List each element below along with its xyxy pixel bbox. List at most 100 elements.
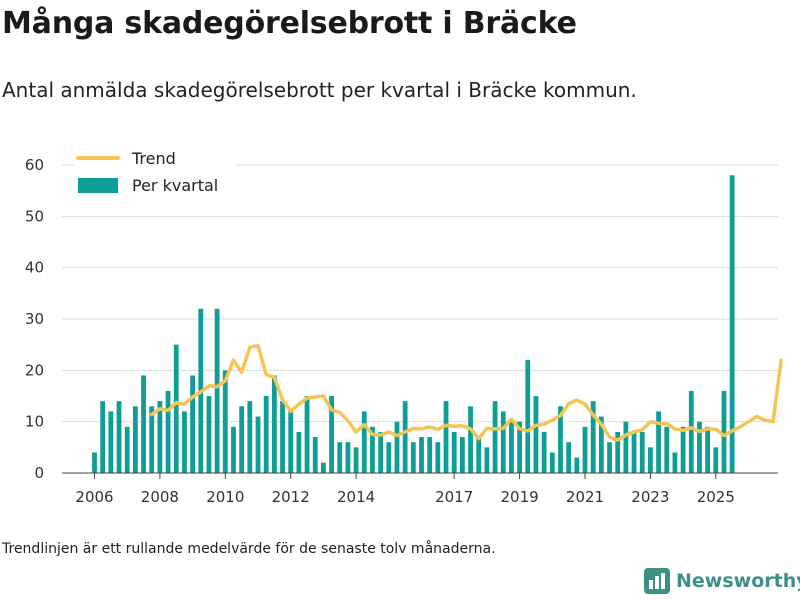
bar[interactable] — [549, 452, 555, 473]
x-tick-label: 2019 — [501, 488, 539, 506]
bar[interactable] — [353, 447, 359, 473]
bar[interactable] — [574, 457, 580, 473]
x-tick-label: 2021 — [566, 488, 604, 506]
bar[interactable] — [222, 370, 228, 473]
bar[interactable] — [459, 437, 465, 473]
bar[interactable] — [688, 390, 694, 473]
bar[interactable] — [149, 406, 155, 473]
bar[interactable] — [165, 390, 171, 473]
brand-logo[interactable]: Newsworthy — [644, 568, 800, 594]
bar[interactable] — [435, 442, 441, 473]
bar[interactable] — [656, 411, 661, 473]
bar[interactable] — [329, 396, 334, 473]
bar[interactable] — [132, 406, 138, 473]
bar[interactable] — [206, 396, 212, 473]
bar[interactable] — [525, 360, 531, 473]
bar[interactable] — [100, 401, 106, 473]
bar[interactable] — [386, 442, 392, 473]
legend-bar-swatch[interactable] — [78, 178, 118, 193]
bar[interactable] — [190, 375, 195, 473]
bar[interactable] — [345, 442, 351, 473]
y-tick-label: 10 — [25, 413, 44, 431]
y-tick-label: 30 — [25, 310, 44, 328]
bar[interactable] — [124, 426, 130, 473]
bar[interactable] — [288, 411, 294, 473]
y-axis-ticks: 0 10 20 30 40 50 60 — [25, 156, 44, 482]
bar[interactable] — [517, 421, 522, 473]
bar[interactable] — [402, 401, 408, 473]
bar[interactable] — [231, 426, 236, 473]
bar[interactable] — [607, 442, 612, 473]
bar[interactable] — [729, 175, 735, 473]
x-tick-label: 2025 — [697, 488, 735, 506]
bar[interactable] — [157, 401, 163, 473]
bar[interactable] — [394, 421, 400, 473]
bar[interactable] — [141, 375, 146, 473]
bar[interactable] — [713, 447, 719, 473]
chart-subtitle: Antal anmälda skadegörelsebrott per kvar… — [2, 78, 637, 102]
trend-line-layer — [149, 343, 783, 442]
x-tick-label: 2017 — [435, 488, 473, 506]
bar[interactable] — [92, 452, 97, 473]
x-tick-label: 2006 — [75, 488, 113, 506]
bar[interactable] — [296, 431, 302, 473]
bar[interactable] — [615, 431, 621, 473]
bar[interactable] — [263, 396, 269, 473]
bar[interactable] — [108, 411, 114, 473]
bar[interactable] — [476, 437, 482, 473]
bar[interactable] — [590, 401, 596, 473]
bar[interactable] — [361, 411, 367, 473]
legend-trend-label[interactable]: Trend — [131, 149, 176, 168]
bar[interactable] — [664, 426, 670, 473]
bar[interactable] — [370, 426, 375, 473]
trend-line[interactable] — [149, 343, 783, 442]
bar[interactable] — [451, 431, 457, 473]
bar[interactable] — [337, 442, 343, 473]
bar[interactable] — [582, 426, 588, 473]
bar[interactable] — [378, 431, 384, 473]
bar[interactable] — [509, 421, 514, 473]
bar[interactable] — [443, 401, 449, 473]
bar[interactable] — [705, 426, 711, 473]
bar[interactable] — [173, 344, 179, 473]
bar[interactable] — [558, 406, 563, 473]
bar[interactable] — [623, 421, 629, 473]
bar[interactable] — [566, 442, 572, 473]
bar[interactable] — [239, 406, 245, 473]
bar[interactable] — [500, 411, 506, 473]
bar[interactable] — [280, 401, 285, 473]
bar[interactable] — [182, 411, 187, 473]
bar[interactable] — [697, 421, 702, 473]
bar[interactable] — [271, 375, 277, 473]
bar[interactable] — [321, 462, 326, 473]
bar[interactable] — [255, 416, 261, 473]
bar[interactable] — [639, 431, 645, 473]
legend-bar-label[interactable]: Per kvartal — [132, 176, 218, 195]
bar[interactable] — [672, 452, 678, 473]
bar[interactable] — [648, 447, 653, 473]
bar[interactable] — [427, 437, 433, 473]
bar[interactable] — [492, 401, 498, 473]
bar[interactable] — [312, 437, 318, 473]
x-tick-label: 2010 — [206, 488, 244, 506]
bar[interactable] — [468, 406, 473, 473]
bar[interactable] — [721, 390, 727, 473]
newsworthy-logo-icon — [644, 568, 670, 594]
bar[interactable] — [116, 401, 122, 473]
bar[interactable] — [680, 426, 686, 473]
bar[interactable] — [247, 401, 253, 473]
x-tick-label: 2014 — [337, 488, 375, 506]
bar[interactable] — [598, 416, 604, 473]
bar[interactable] — [214, 308, 220, 473]
bar[interactable] — [419, 437, 424, 473]
bar[interactable] — [484, 447, 490, 473]
footnote: Trendlinjen är ett rullande medelvärde f… — [2, 541, 496, 557]
bar[interactable] — [631, 431, 637, 473]
bar[interactable] — [533, 396, 539, 473]
bar[interactable] — [410, 442, 416, 473]
bar[interactable] — [304, 396, 310, 473]
x-tick-label: 2023 — [631, 488, 669, 506]
bar[interactable] — [541, 431, 547, 473]
legend[interactable]: Trend Per kvartal — [74, 148, 236, 204]
